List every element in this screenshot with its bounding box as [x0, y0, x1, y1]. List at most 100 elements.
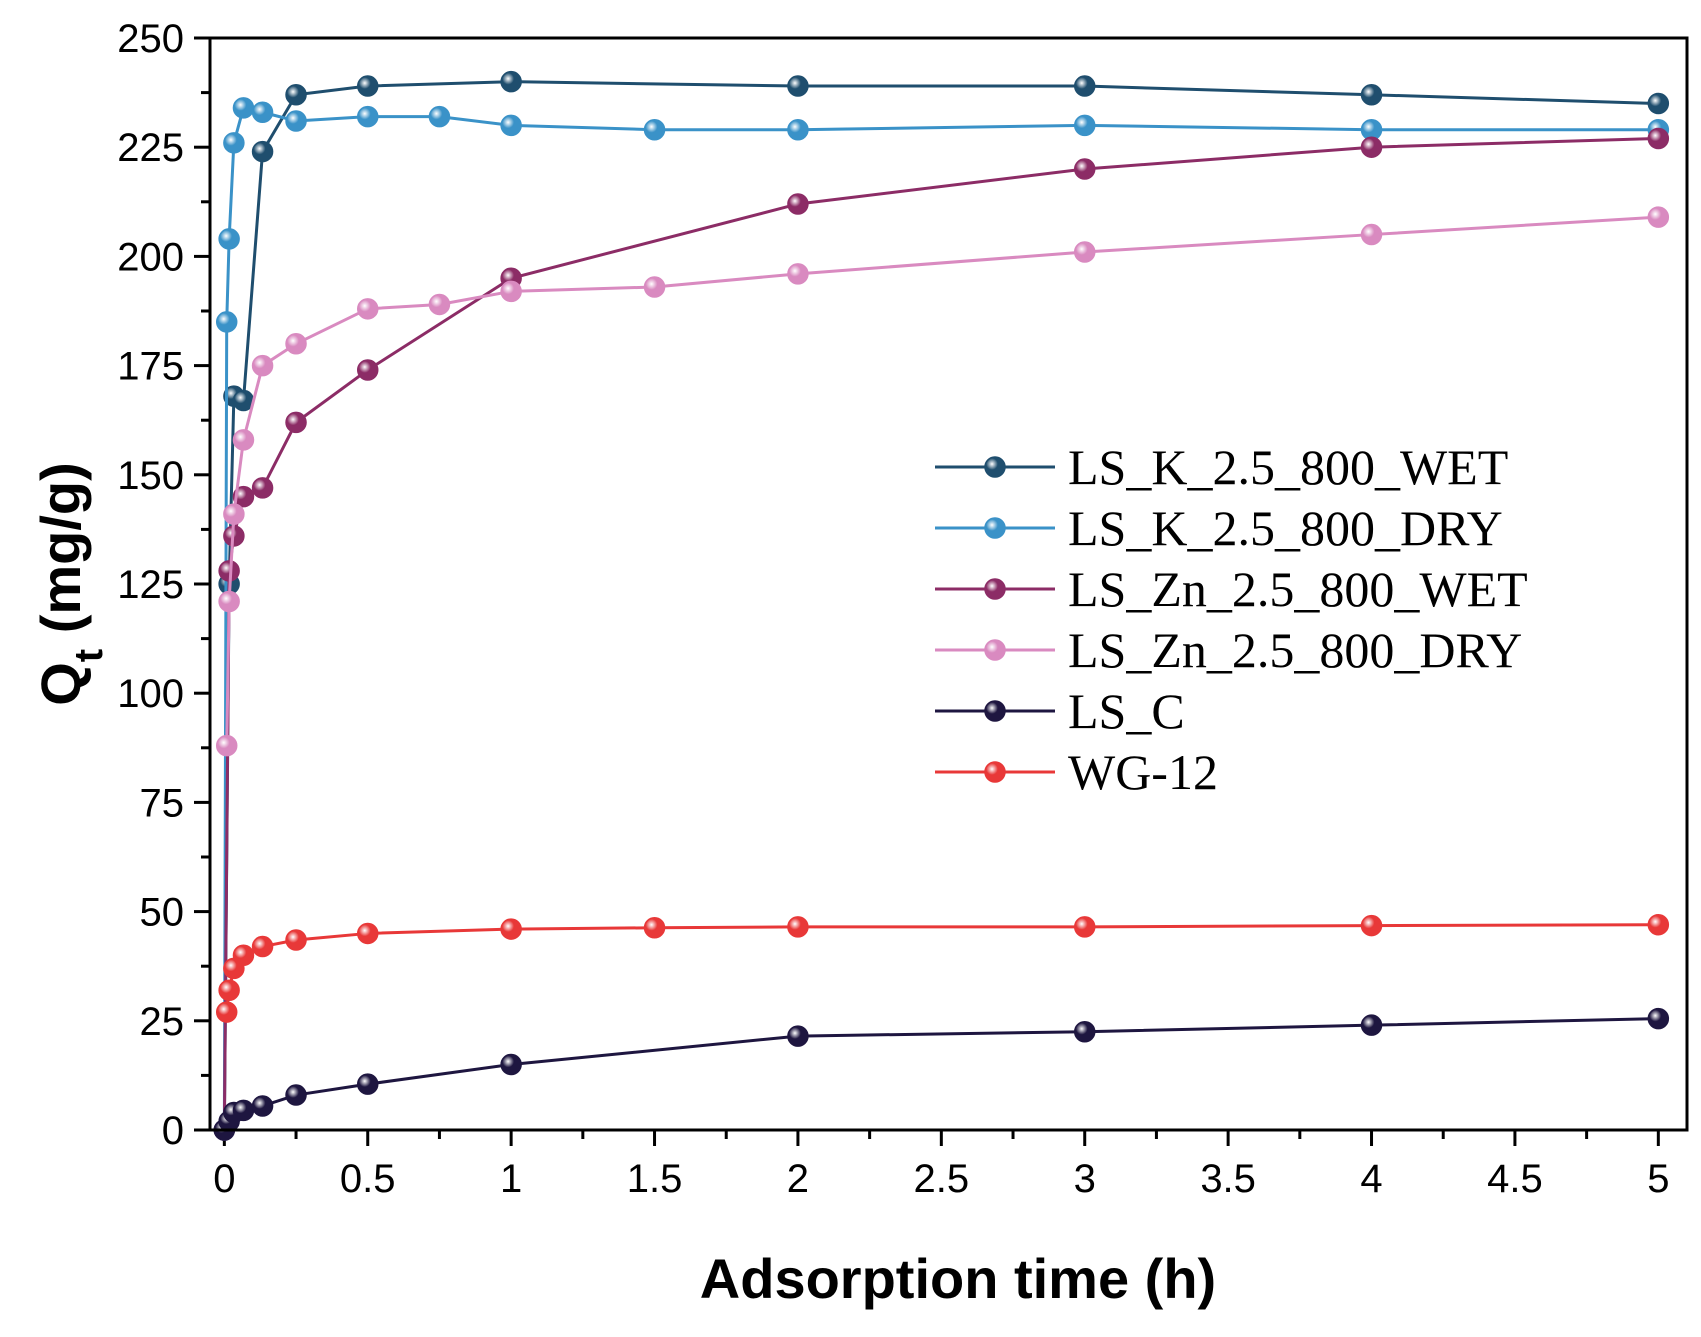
- data-point: [285, 84, 307, 106]
- data-point: [643, 276, 666, 298]
- data-point: [218, 228, 240, 250]
- data-point: [251, 101, 274, 124]
- data-point: [285, 110, 307, 132]
- series-line: [225, 215, 1659, 746]
- data-point: [251, 935, 274, 958]
- series-WG-12: [215, 913, 1670, 1023]
- data-point: [1647, 92, 1670, 115]
- data-point: [1360, 223, 1383, 246]
- y-axis-title-unit: (mg/g): [29, 462, 92, 649]
- data-point: [356, 105, 379, 128]
- legend-item: LS_C: [935, 683, 1185, 739]
- y-tick-label: 250: [117, 17, 184, 61]
- data-point: [356, 75, 379, 97]
- data-point: [223, 503, 245, 525]
- series-line: [222, 80, 1659, 1131]
- x-tick-label: 3.5: [1200, 1157, 1256, 1201]
- x-tick-label: 2: [787, 1157, 809, 1201]
- x-tick-label: 2.5: [914, 1157, 970, 1201]
- series-line: [222, 106, 1659, 1131]
- legend-label: LS_C: [1068, 683, 1185, 739]
- series-line: [223, 1017, 1659, 1131]
- data-point: [232, 485, 255, 508]
- y-tick-label: 100: [117, 672, 184, 716]
- x-tick-labels: 0 0.5 1 1.5 2 2.5 3 3.5 4 4.5 5: [213, 1157, 1669, 1201]
- legend-label: LS_Zn_2.5_800_WET: [1068, 561, 1528, 617]
- y-tick-labels: 0 25 50 75 100 125 150 175 200 225 250: [117, 17, 184, 1153]
- legend-label: WG-12: [1068, 744, 1218, 800]
- data-point: [1647, 913, 1670, 936]
- data-point: [643, 917, 666, 939]
- data-point: [251, 140, 274, 163]
- legend-item: LS_Zn_2.5_800_WET: [935, 561, 1528, 617]
- data-point: [232, 944, 255, 967]
- data-point: [232, 1099, 255, 1122]
- data-point: [251, 354, 274, 377]
- x-tick-label: 0: [213, 1157, 235, 1201]
- data-point: [787, 118, 809, 141]
- legend: LS_K_2.5_800_WETLS_K_2.5_800_DRYLS_Zn_2.…: [935, 439, 1528, 800]
- y-tick-label: 225: [117, 126, 184, 170]
- data-point: [251, 1095, 274, 1117]
- legend-marker: [984, 639, 1006, 661]
- legend-marker: [984, 456, 1006, 478]
- data-point: [787, 193, 809, 215]
- y-axis-title-sub: t: [67, 649, 111, 662]
- series-layer: [213, 70, 1670, 1141]
- series-LS_Zn_2.5_800_DRY: [215, 206, 1670, 757]
- data-point: [1647, 206, 1670, 228]
- y-tick-label: 50: [140, 891, 185, 935]
- data-point: [1073, 241, 1096, 263]
- data-point: [500, 1053, 522, 1076]
- y-axis-title-main: Q: [29, 662, 92, 706]
- x-tick-label: 1: [500, 1157, 522, 1201]
- data-point: [500, 114, 522, 137]
- data-point: [285, 1084, 307, 1106]
- data-point: [500, 918, 522, 940]
- data-point: [787, 75, 809, 97]
- data-point: [223, 132, 245, 154]
- x-tick-label: 4.5: [1487, 1157, 1543, 1201]
- data-point: [1647, 127, 1670, 150]
- legend-marker: [984, 578, 1006, 600]
- y-tick-label: 75: [140, 781, 185, 825]
- y-axis-title: Qt (mg/g): [29, 462, 111, 706]
- data-point: [232, 97, 255, 119]
- data-point: [218, 590, 240, 613]
- data-point: [251, 477, 274, 499]
- data-point: [1073, 114, 1096, 137]
- data-point: [356, 922, 379, 945]
- series-LS_K_2.5_800_DRY: [213, 97, 1670, 1141]
- data-point: [1360, 1014, 1383, 1036]
- data-point: [500, 280, 522, 303]
- data-point: [787, 916, 809, 938]
- x-tick-label: 3: [1074, 1157, 1096, 1201]
- data-point: [215, 311, 238, 333]
- x-axis-title: Adsorption time (h): [700, 1247, 1216, 1310]
- data-point: [356, 1073, 379, 1095]
- legend-marker: [984, 517, 1006, 539]
- series-LS_C: [213, 1007, 1670, 1141]
- data-point: [787, 263, 809, 285]
- data-point: [1360, 136, 1383, 158]
- legend-item: WG-12: [935, 744, 1218, 800]
- data-point: [1073, 158, 1096, 180]
- data-point: [285, 333, 307, 355]
- legend-label: LS_K_2.5_800_WET: [1068, 439, 1508, 495]
- y-tick-label: 150: [117, 454, 184, 498]
- y-tick-label: 175: [117, 345, 184, 389]
- data-point: [428, 293, 451, 316]
- legend-marker: [984, 700, 1006, 722]
- y-tick-label: 25: [140, 1000, 185, 1044]
- x-tick-label: 1.5: [627, 1157, 683, 1201]
- y-tick-label: 200: [117, 235, 184, 279]
- data-point: [1360, 84, 1383, 106]
- data-point: [285, 929, 307, 951]
- x-tick-label: 5: [1647, 1157, 1669, 1201]
- data-point: [232, 429, 255, 451]
- data-point: [356, 298, 379, 320]
- x-tick-label: 0.5: [340, 1157, 396, 1201]
- legend-item: LS_K_2.5_800_WET: [935, 439, 1508, 495]
- legend-marker: [984, 761, 1006, 783]
